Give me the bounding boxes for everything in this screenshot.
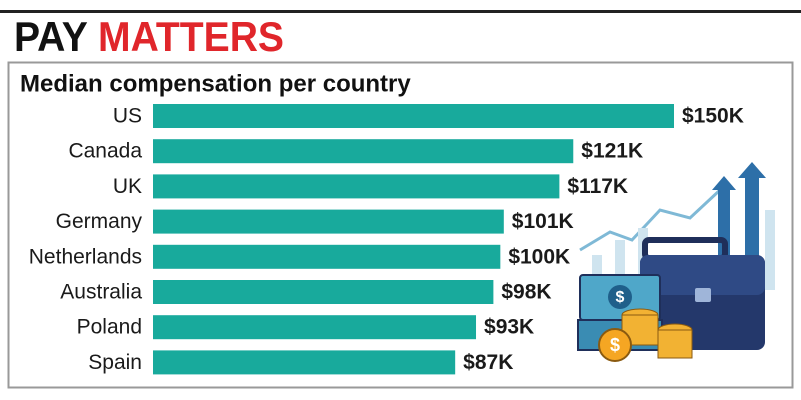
chart-subtitle: Median compensation per country [20, 70, 411, 97]
category-label: Netherlands [29, 245, 142, 268]
category-label: UK [113, 175, 142, 198]
title-part: MATTERS [98, 13, 284, 60]
frame [7, 61, 794, 389]
bar [153, 315, 477, 340]
bar [153, 280, 494, 304]
value-label: $100K [508, 245, 570, 268]
svg-text:$: $ [616, 289, 625, 306]
title-part: PAY [14, 13, 88, 60]
category-label: Canada [68, 140, 142, 163]
value-label: $98K [501, 281, 551, 304]
chart-title: PAY MATTERS [14, 13, 284, 60]
bar [153, 104, 674, 128]
category-label: Australia [60, 281, 142, 304]
value-label: $93K [484, 316, 534, 339]
svg-text:$: $ [610, 335, 620, 355]
value-label: $121K [581, 140, 643, 163]
bar [153, 139, 574, 164]
category-label: Poland [77, 316, 142, 339]
bar [153, 209, 504, 234]
illustration: $ $ [577, 162, 775, 362]
category-label: US [113, 105, 142, 128]
bar [153, 174, 560, 199]
value-label: $150K [682, 105, 744, 128]
value-label: $87K [463, 351, 513, 374]
category-label: Germany [56, 210, 143, 233]
bar [153, 244, 501, 269]
value-label: $101K [512, 210, 574, 233]
category-label: Spain [88, 351, 142, 374]
bar [153, 350, 456, 375]
value-label: $117K [567, 175, 628, 198]
top-rule [0, 10, 801, 13]
